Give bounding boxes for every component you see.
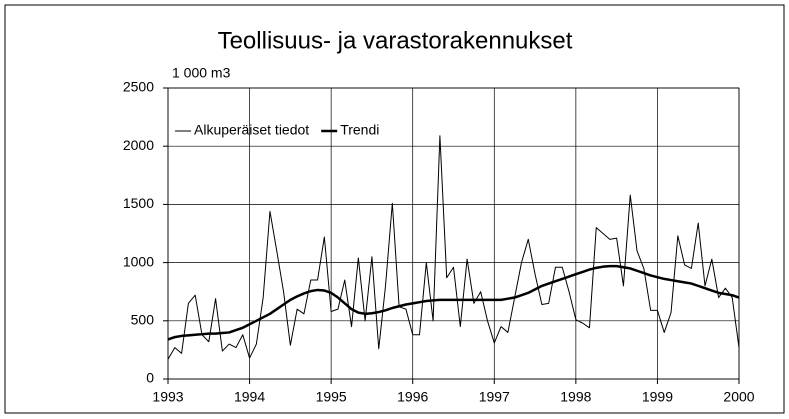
y-tick-label: 1000 xyxy=(123,253,154,269)
y-tick-label: 2500 xyxy=(123,79,154,95)
series-line xyxy=(167,264,740,341)
series-line xyxy=(167,135,740,360)
x-tick-label: 2000 xyxy=(723,389,754,405)
x-tick-label: 1993 xyxy=(152,389,183,405)
legend-label: Trendi xyxy=(340,122,379,138)
x-tick-label: 1994 xyxy=(234,389,265,405)
y-tick-label: 2000 xyxy=(123,137,154,153)
y-tick-label: 500 xyxy=(131,312,155,328)
chart-title: Teollisuus- ja varastorakennukset xyxy=(218,27,573,54)
plot-border xyxy=(167,87,740,380)
x-tick-label: 1999 xyxy=(642,389,673,405)
x-tick-label: 1997 xyxy=(479,389,510,405)
x-tick-label: 1998 xyxy=(560,389,591,405)
y-tick-label: 0 xyxy=(146,370,154,386)
legend-label: Alkuperäiset tiedot xyxy=(194,122,309,138)
y-axis-label: 1 000 m3 xyxy=(172,65,231,81)
x-tick-label: 1995 xyxy=(316,389,347,405)
x-tick-label: 1996 xyxy=(397,389,428,405)
frame xyxy=(4,4,785,414)
y-tick-label: 1500 xyxy=(123,195,154,211)
